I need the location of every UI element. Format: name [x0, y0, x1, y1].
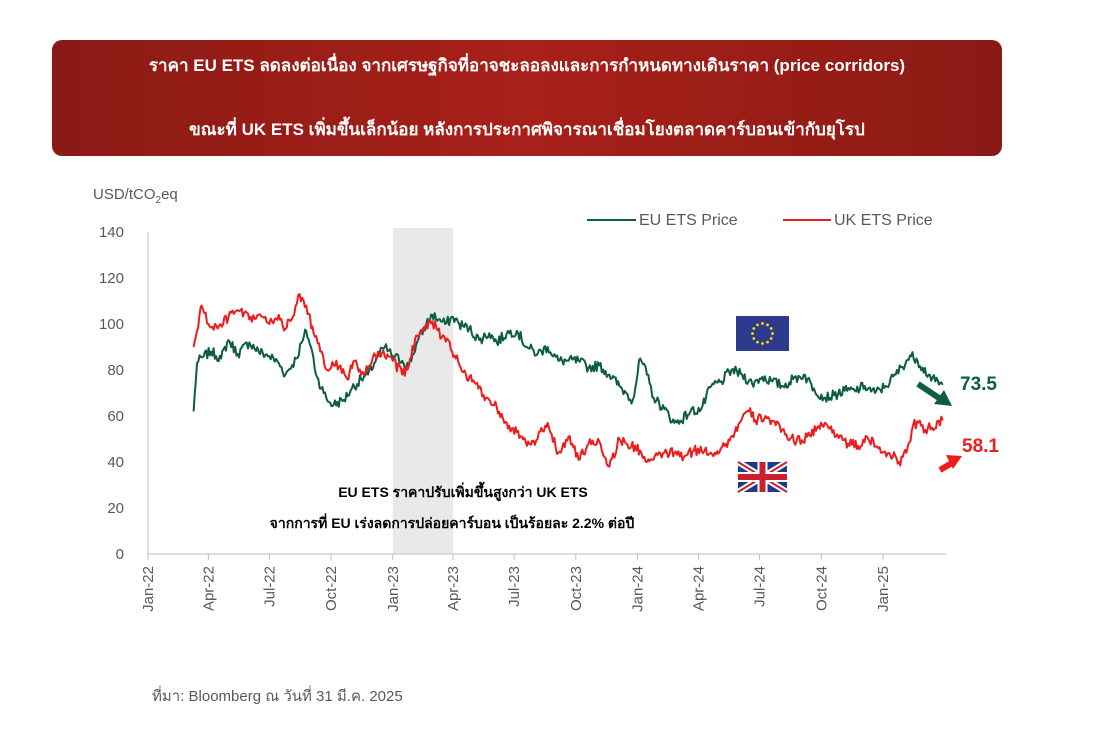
eu-end-value-label: 73.5 [960, 374, 997, 395]
y-tick-label: 0 [116, 546, 124, 563]
y-axis-unit-label: USD/tCO2eq [93, 186, 178, 206]
y-unit-suffix: eq [161, 186, 178, 203]
uk-end-value-label: 58.1 [962, 436, 999, 457]
eu-flag-star [769, 327, 773, 330]
eu-flag-star [766, 323, 769, 327]
eu-ets-price-line [192, 312, 944, 425]
y-tick-label: 80 [107, 362, 124, 379]
x-tick-label: Oct-23 [568, 566, 585, 611]
annotation-line-1: EU ETS ราคาปรับเพิ่มขึ้นสูงกว่า UK ETS [338, 481, 588, 501]
uk-ets-price-line [192, 293, 944, 468]
eu-flag-star [756, 340, 759, 344]
eu-flag-star [751, 332, 754, 335]
y-tick-label: 140 [99, 224, 124, 241]
shaded-period [392, 228, 454, 554]
annotation-line-2: จากการที่ EU เร่งลดการปล่อยคาร์บอน เป็นร… [270, 513, 635, 531]
uk-flag-cross-red [738, 474, 787, 480]
source-note: ที่มา: Bloomberg ณ วันที่ 31 มี.ค. 2025 [152, 688, 403, 705]
banner-title-line-1: ราคา EU ETS ลดลงต่อเนื่อง จากเศรษฐกิจที่… [148, 56, 906, 75]
eu-flag-star [761, 342, 764, 345]
eu-flag-star [771, 332, 774, 335]
x-tick-label: Jul-22 [261, 566, 278, 607]
eu-flag-star [761, 322, 764, 325]
x-tick-label: Jan-23 [385, 566, 402, 612]
legend-eu-label: EU ETS Price [639, 212, 738, 229]
eu-flag-star [752, 327, 756, 330]
eu-trend-arrow-shaft [916, 381, 944, 403]
x-tick-label: Apr-22 [200, 566, 217, 611]
eu-trend-arrow-head [934, 390, 952, 406]
x-tick-label: Oct-22 [323, 566, 340, 611]
uk-trend-arrow-head [946, 455, 962, 469]
y-tick-label: 60 [107, 408, 124, 425]
y-tick-label: 40 [107, 454, 124, 471]
eu-flag-star [766, 340, 769, 344]
uk-trend-arrow-shaft [938, 460, 954, 473]
y-tick-label: 120 [99, 270, 124, 287]
y-tick-label: 20 [107, 500, 124, 517]
x-tick-label: Jul-24 [752, 566, 769, 607]
x-tick-label: Jul-23 [506, 566, 523, 607]
x-tick-label: Jan-25 [875, 566, 892, 612]
legend-uk-label: UK ETS Price [834, 212, 933, 229]
x-tick-label: Apr-23 [445, 566, 462, 611]
eu-flag-star [756, 323, 759, 327]
banner-title-line-2: ขณะที่ UK ETS เพิ่มขึ้นเล็กน้อย หลังการป… [189, 120, 865, 139]
x-tick-label: Oct-24 [813, 566, 830, 611]
x-tick-label: Jan-24 [630, 566, 647, 612]
eu-flag [736, 316, 789, 351]
y-tick-label: 100 [99, 316, 124, 333]
x-tick-label: Jan-22 [140, 566, 157, 612]
eu-flag-star [769, 337, 773, 340]
eu-flag-star [752, 337, 756, 340]
y-unit-prefix: USD/tCO [93, 186, 156, 203]
y-unit-subscript: 2 [155, 195, 162, 206]
x-tick-label: Apr-24 [691, 566, 708, 611]
title-banner: ราคา EU ETS ลดลงต่อเนื่อง จากเศรษฐกิจที่… [52, 40, 1002, 156]
